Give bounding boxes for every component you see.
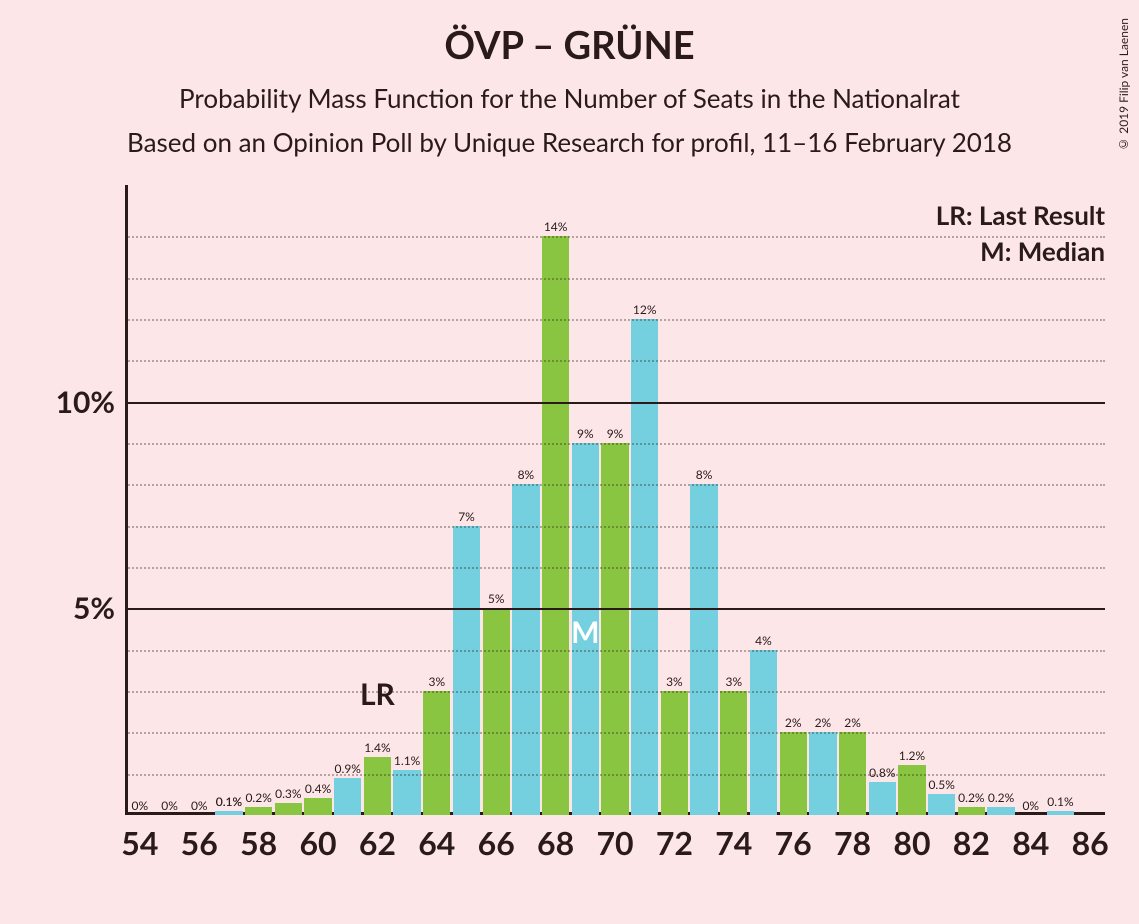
x-axis-label: 56 — [181, 823, 218, 862]
bar-label: 0% — [1022, 798, 1039, 813]
bar-label: 5% — [488, 591, 505, 606]
x-axis-label: 54 — [121, 823, 158, 862]
bar-blue: 0.5% — [928, 794, 955, 815]
bar-green: 0.3% — [275, 803, 302, 815]
x-axis-label: 58 — [240, 823, 277, 862]
gridline-minor — [125, 278, 1105, 280]
bar-label: 0% — [132, 798, 149, 813]
bar-blue: 1.1% — [393, 770, 420, 815]
bar-label: 9% — [577, 426, 594, 441]
bar-label: 0.1% — [216, 794, 242, 809]
bar-blue: 7% — [453, 526, 480, 815]
x-axis-label: 74 — [715, 823, 752, 862]
legend-m: M: Median — [936, 235, 1105, 267]
bar-label: 2% — [815, 715, 832, 730]
bar-label: 14% — [544, 219, 568, 234]
gridline-minor — [125, 526, 1105, 528]
bar-label: 2% — [785, 715, 802, 730]
chart-subtitle-1: Probability Mass Function for the Number… — [0, 82, 1139, 114]
gridline-major — [125, 402, 1105, 404]
gridline-minor — [125, 443, 1105, 445]
bar-label: 3% — [429, 674, 446, 689]
bar-label: 0.4% — [305, 781, 331, 796]
copyright-text: © 2019 Filip van Laenen — [1116, 18, 1131, 152]
gridline-major — [125, 608, 1105, 610]
bar-blue: 0.1% — [1047, 811, 1074, 815]
bar-label: 0.2% — [988, 790, 1014, 805]
bar-label: 1.1% — [394, 753, 420, 768]
x-axis-label: 78 — [834, 823, 871, 862]
gridline-minor — [125, 236, 1105, 238]
x-axis-label: 72 — [656, 823, 693, 862]
bar-green: 0.2% — [245, 807, 272, 815]
bar-label: 1.4% — [364, 740, 390, 755]
bar-label: 8% — [518, 467, 535, 482]
bar-label: 2% — [844, 715, 861, 730]
chart-subtitle-2: Based on an Opinion Poll by Unique Resea… — [0, 126, 1139, 158]
x-axis-label: 76 — [775, 823, 812, 862]
gridline-minor — [125, 774, 1105, 776]
legend: LR: Last Result M: Median — [936, 199, 1105, 271]
chart-area: 0%0%0.1%0.2%0.3%0.4%1.4%3%5%14%9%3%3%2%2… — [55, 195, 1115, 875]
gridline-minor — [125, 360, 1105, 362]
legend-lr: LR: Last Result — [936, 199, 1105, 231]
gridline-minor — [125, 650, 1105, 652]
bar-blue: 0.9% — [334, 778, 361, 815]
bar-label: 0.2% — [245, 790, 271, 805]
gridline-minor — [125, 732, 1105, 734]
bar-label: 3% — [725, 674, 742, 689]
bar-green: 3% — [720, 691, 747, 815]
bar-label: 1.2% — [899, 748, 925, 763]
plot-region: 0%0%0.1%0.2%0.3%0.4%1.4%3%5%14%9%3%3%2%2… — [125, 195, 1105, 815]
bar-blue: 0.2% — [987, 807, 1014, 815]
bar-label: 3% — [666, 674, 683, 689]
bar-label: 8% — [696, 467, 713, 482]
x-axis-label: 70 — [596, 823, 633, 862]
bar-label: 0.1% — [1047, 794, 1073, 809]
x-axis-label: 62 — [359, 823, 396, 862]
bar-green: 5% — [483, 608, 510, 815]
bar-label: 9% — [607, 426, 624, 441]
bar-blue: 0.1% — [215, 811, 242, 815]
gridline-minor — [125, 484, 1105, 486]
y-axis-label: 5% — [73, 590, 125, 626]
lr-marker: LR — [360, 676, 395, 712]
chart-title: ÖVP – GRÜNE — [0, 0, 1139, 68]
gridline-minor — [125, 319, 1105, 321]
x-axis-label: 84 — [1012, 823, 1049, 862]
x-axis-label: 68 — [537, 823, 574, 862]
gridline-minor — [125, 691, 1105, 693]
bar-green: 1.4% — [364, 757, 391, 815]
bar-blue: 0.8% — [869, 782, 896, 815]
x-axis-label: 82 — [953, 823, 990, 862]
bar-label: 0.3% — [275, 786, 301, 801]
bar-label: 0% — [161, 798, 178, 813]
x-axis-label: 64 — [418, 823, 455, 862]
bars-container: 0%0%0.1%0.2%0.3%0.4%1.4%3%5%14%9%3%3%2%2… — [125, 195, 1105, 815]
median-marker: M — [571, 614, 599, 650]
x-axis-label: 60 — [299, 823, 336, 862]
x-axis: 5456586062646668707274767880828486 — [125, 817, 1105, 875]
bar-green: 0.4% — [304, 798, 331, 815]
bar-label: 12% — [633, 302, 657, 317]
bar-label: 4% — [755, 633, 772, 648]
bar-green: 9% — [601, 443, 628, 815]
bar-green: 3% — [661, 691, 688, 815]
x-axis-label: 80 — [893, 823, 930, 862]
bar-label: 0.8% — [869, 765, 895, 780]
gridline-minor — [125, 567, 1105, 569]
bar-label: 0% — [191, 798, 208, 813]
bar-label: 0.2% — [958, 790, 984, 805]
x-axis-label: 66 — [478, 823, 515, 862]
bar-green: 3% — [423, 691, 450, 815]
x-axis-label: 86 — [1072, 823, 1109, 862]
bar-green: 0.2% — [958, 807, 985, 815]
y-axis-label: 10% — [56, 384, 125, 420]
bar-label: 0.5% — [928, 777, 954, 792]
bar-label: 7% — [458, 509, 475, 524]
